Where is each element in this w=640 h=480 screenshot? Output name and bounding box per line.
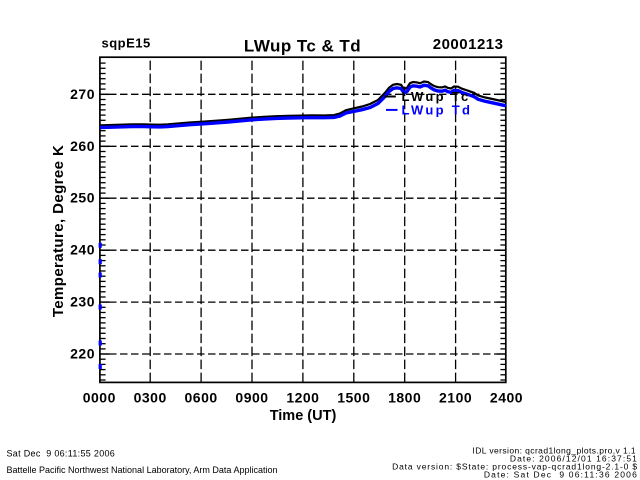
svg-text:1200: 1200 [286,390,319,406]
svg-text:sqpE15: sqpE15 [102,36,151,51]
svg-text:230: 230 [70,294,95,310]
svg-text:Data version: $State: process-: Data version: $State: process-vap-qcrad1… [392,461,638,471]
svg-text:0300: 0300 [134,390,167,406]
svg-text:2100: 2100 [439,390,472,406]
svg-text:240: 240 [70,242,95,258]
svg-text:0600: 0600 [185,390,218,406]
svg-text:Date: 2006/12/01 16:37:51: Date: 2006/12/01 16:37:51 [510,453,638,463]
svg-text:LWup Td: LWup Td [402,103,473,118]
svg-text:1800: 1800 [388,390,421,406]
svg-text:220: 220 [70,346,95,362]
svg-text:LWup Tc & Td: LWup Tc & Td [244,37,361,56]
svg-text:Date: Sat Dec 9 06:11:36 2006: Date: Sat Dec 9 06:11:36 2006 [484,469,638,479]
svg-text:250: 250 [70,190,95,206]
svg-text:0900: 0900 [235,390,268,406]
svg-text:0000: 0000 [83,390,116,406]
svg-text:270: 270 [70,86,95,102]
svg-text:260: 260 [70,138,95,154]
svg-text:20001213: 20001213 [433,36,504,53]
svg-text:Time (UT): Time (UT) [270,408,337,424]
svg-text:Battelle Pacific Northwest Nat: Battelle Pacific Northwest National Labo… [7,465,278,475]
svg-text:IDL version: qcrad1long_plots.: IDL version: qcrad1long_plots.pro,v 1.1 [472,445,636,455]
svg-text:Sat Dec 9 06:11:55 2006: Sat Dec 9 06:11:55 2006 [7,449,116,459]
svg-text:2400: 2400 [490,390,523,406]
svg-text:Temperature, Degree K: Temperature, Degree K [50,145,67,317]
svg-text:LWup Tc: LWup Tc [402,89,471,104]
svg-text:1500: 1500 [337,390,370,406]
